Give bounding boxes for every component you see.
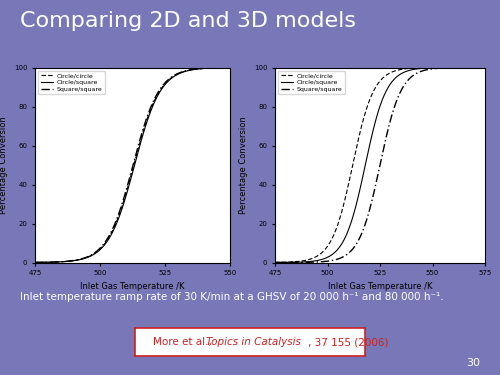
Text: , 37 155 (2006): , 37 155 (2006) xyxy=(308,337,388,347)
Legend: Circle/circle, Circle/square, Square/square: Circle/circle, Circle/square, Square/squ… xyxy=(278,70,344,94)
Square/square xyxy=(138,135,143,140)
Square/square xyxy=(272,260,278,265)
Text: Inlet temperature ramp rate of 30 K/min at a GHSV of 20 000 h⁻¹ and 80 000 h⁻¹.: Inlet temperature ramp rate of 30 K/min … xyxy=(20,292,444,303)
Circle/square xyxy=(192,67,198,72)
X-axis label: Inlet Gas Temperature /K: Inlet Gas Temperature /K xyxy=(80,282,185,291)
X-axis label: Inlet Gas Temperature /K: Inlet Gas Temperature /K xyxy=(328,282,432,291)
Circle/square xyxy=(272,260,278,265)
Line: Square/square: Square/square xyxy=(275,68,485,262)
Square/square xyxy=(386,125,392,129)
Square/square xyxy=(126,178,132,183)
Circle/circle xyxy=(477,65,483,70)
Circle/circle xyxy=(126,182,132,186)
Square/square xyxy=(397,90,403,95)
Square/square xyxy=(222,65,228,70)
Circle/circle xyxy=(444,65,450,70)
Legend: Circle/circle, Circle/square, Square/square: Circle/circle, Circle/square, Square/squ… xyxy=(38,70,104,94)
Y-axis label: Percentage Conversion: Percentage Conversion xyxy=(0,116,8,214)
Circle/circle xyxy=(373,84,379,89)
Line: Circle/circle: Circle/circle xyxy=(35,68,230,262)
Square/square xyxy=(482,65,488,70)
Circle/square xyxy=(124,188,130,193)
Circle/circle xyxy=(272,260,278,265)
Circle/circle xyxy=(148,106,154,111)
Square/square xyxy=(227,65,233,70)
Square/square xyxy=(148,104,154,109)
Circle/square xyxy=(32,260,38,265)
Text: More et al.,: More et al., xyxy=(154,337,216,347)
Circle/circle xyxy=(482,65,488,70)
Square/square xyxy=(444,66,450,70)
Circle/circle xyxy=(386,71,392,76)
Circle/square xyxy=(373,117,379,122)
Circle/square xyxy=(444,65,450,70)
Circle/circle xyxy=(32,260,38,265)
Square/square xyxy=(372,187,378,191)
Text: Comparing 2D and 3D models: Comparing 2D and 3D models xyxy=(20,11,356,31)
Circle/square xyxy=(138,141,143,146)
Text: 30: 30 xyxy=(466,357,480,368)
Line: Circle/square: Circle/square xyxy=(275,68,485,262)
Circle/square xyxy=(477,65,483,70)
Square/square xyxy=(373,181,379,186)
Circle/square xyxy=(126,184,132,189)
Circle/circle xyxy=(397,68,403,72)
Circle/square xyxy=(482,65,488,70)
Circle/square xyxy=(386,84,392,89)
Square/square xyxy=(32,260,38,265)
Line: Square/square: Square/square xyxy=(35,68,230,262)
Circle/circle xyxy=(227,65,233,70)
Text: Topics in Catalysis: Topics in Catalysis xyxy=(206,337,301,347)
Circle/circle xyxy=(222,65,228,70)
Line: Circle/square: Circle/square xyxy=(35,68,230,262)
Circle/square xyxy=(227,65,233,70)
Circle/square xyxy=(222,65,228,70)
Circle/circle xyxy=(372,87,378,91)
Circle/square xyxy=(397,72,403,76)
Circle/square xyxy=(148,108,154,112)
Circle/circle xyxy=(124,186,130,190)
Circle/circle xyxy=(192,67,198,72)
Circle/circle xyxy=(138,138,143,142)
Y-axis label: Percentage Conversion: Percentage Conversion xyxy=(240,116,248,214)
Line: Circle/circle: Circle/circle xyxy=(275,68,485,262)
Square/square xyxy=(477,65,483,70)
Square/square xyxy=(192,67,198,71)
Circle/square xyxy=(372,122,378,126)
Square/square xyxy=(124,183,130,187)
